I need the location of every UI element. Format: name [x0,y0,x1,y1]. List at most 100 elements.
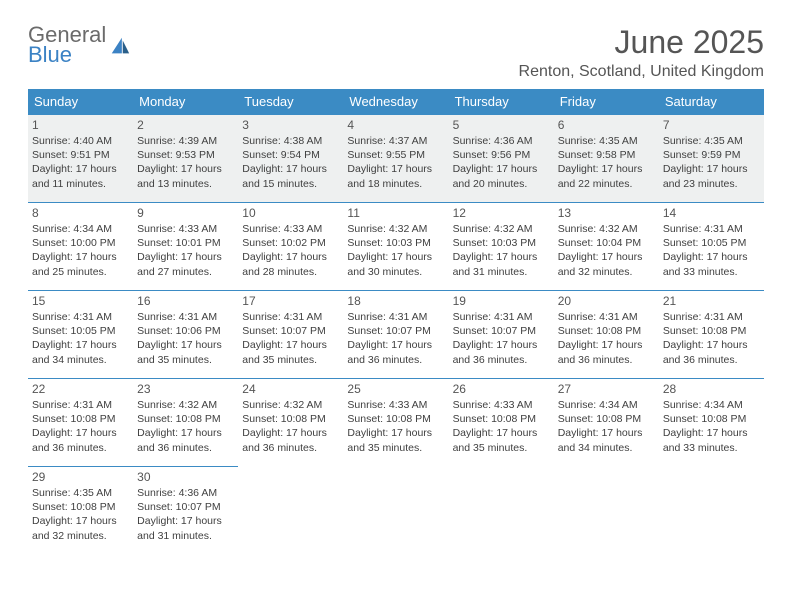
day-number: 29 [32,470,129,484]
day-header: Thursday [449,89,554,115]
day-number: 16 [137,294,234,308]
calendar-day: 20Sunrise: 4:31 AMSunset: 10:08 PMDaylig… [554,291,659,379]
calendar-day: 1 Sunrise: 4:40 AMSunset: 9:51 PMDaylight… [28,115,133,203]
calendar-day: 6Sunrise: 4:35 AMSunset: 9:58 PMDaylight… [554,115,659,203]
day-info: Sunrise: 4:31 AMSunset: 10:05 PMDaylight… [663,222,760,279]
calendar-body: 1 Sunrise: 4:40 AMSunset: 9:51 PMDaylight… [28,115,764,555]
day-header: Wednesday [343,89,448,115]
day-info: Sunrise: 4:34 AMSunset: 10:08 PMDaylight… [663,398,760,455]
day-info: Sunrise: 4:32 AMSunset: 10:08 PMDaylight… [242,398,339,455]
calendar-day: 15 Sunrise: 4:31 AMSunset: 10:05 PMDaylig… [28,291,133,379]
day-number: 17 [242,294,339,308]
day-header: Saturday [659,89,764,115]
calendar-day: 18Sunrise: 4:31 AMSunset: 10:07 PMDaylig… [343,291,448,379]
day-header: Monday [133,89,238,115]
calendar-day: 27 Sunrise: 4:34 AMSunset: 10:08 PMDaylig… [554,379,659,467]
calendar-week: 1 Sunrise: 4:40 AMSunset: 9:51 PMDaylight… [28,115,764,203]
header: General Blue June 2025 Renton, Scotland,… [28,24,764,81]
day-info: Sunrise: 4:31 AMSunset: 10:07 PMDaylight… [242,310,339,367]
day-info: Sunrise: 4:40 AMSunset: 9:51 PMDaylight:… [32,134,129,191]
title-block: June 2025 Renton, Scotland, United Kingd… [519,24,764,81]
logo-line2: Blue [28,44,106,66]
calendar-day: 25 Sunrise: 4:33 AMSunset: 10:08 PMDaylig… [343,379,448,467]
day-number: 15 [32,294,129,308]
day-number: 28 [663,382,760,396]
day-header: Tuesday [238,89,343,115]
calendar-week: 8 Sunrise: 4:34 AMSunset: 10:00 PMDayligh… [28,203,764,291]
day-number: 30 [137,470,234,484]
day-info: Sunrise: 4:35 AMSunset: 9:59 PMDaylight:… [663,134,760,191]
sail-icon [109,35,131,57]
day-number: 20 [558,294,655,308]
day-number: 14 [663,206,760,220]
day-info: Sunrise: 4:33 AMSunset: 10:01 PMDaylight… [137,222,234,279]
day-info: Sunrise: 4:34 AMSunset: 10:00 PMDaylight… [32,222,129,279]
day-number: 9 [137,206,234,220]
day-number: 2 [137,118,234,132]
day-info: Sunrise: 4:32 AMSunset: 10:03 PMDaylight… [453,222,550,279]
day-info: Sunrise: 4:31 AMSunset: 10:08 PMDaylight… [663,310,760,367]
calendar-day: 5 Sunrise: 4:36 AMSunset: 9:56 PMDaylight… [449,115,554,203]
day-number: 3 [242,118,339,132]
day-number: 26 [453,382,550,396]
month-title: June 2025 [519,24,764,61]
day-number: 19 [453,294,550,308]
calendar-day: 12 Sunrise: 4:32 AMSunset: 10:03 PMDaylig… [449,203,554,291]
day-number: 21 [663,294,760,308]
calendar-day: 10Sunrise: 4:33 AMSunset: 10:02 PMDaylig… [238,203,343,291]
day-info: Sunrise: 4:32 AMSunset: 10:04 PMDaylight… [558,222,655,279]
day-header: Friday [554,89,659,115]
calendar-day: 14 Sunrise: 4:31 AMSunset: 10:05 PMDaylig… [659,203,764,291]
day-number: 13 [558,206,655,220]
calendar-day: 3 Sunrise: 4:38 AMSunset: 9:54 PMDaylight… [238,115,343,203]
calendar-day: 7 Sunrise: 4:35 AMSunset: 9:59 PMDaylight… [659,115,764,203]
calendar-day: 4 Sunrise: 4:37 AMSunset: 9:55 PMDaylight… [343,115,448,203]
day-number: 1 [32,118,129,132]
day-number: 4 [347,118,444,132]
day-info: Sunrise: 4:31 AMSunset: 10:07 PMDaylight… [453,310,550,367]
calendar-day: 29Sunrise: 4:35 AMSunset: 10:08 PMDaylig… [28,467,133,555]
empty-cell [659,467,764,555]
calendar-day: 26Sunrise: 4:33 AMSunset: 10:08 PMDaylig… [449,379,554,467]
calendar-day: 22 Sunrise: 4:31 AMSunset: 10:08 PMDaylig… [28,379,133,467]
calendar-week: 22 Sunrise: 4:31 AMSunset: 10:08 PMDaylig… [28,379,764,467]
empty-cell [554,467,659,555]
day-info: Sunrise: 4:34 AMSunset: 10:08 PMDaylight… [558,398,655,455]
calendar-day: 30Sunrise: 4:36 AMSunset: 10:07 PMDaylig… [133,467,238,555]
day-info: Sunrise: 4:37 AMSunset: 9:55 PMDaylight:… [347,134,444,191]
empty-cell [238,467,343,555]
day-info: Sunrise: 4:35 AMSunset: 9:58 PMDaylight:… [558,134,655,191]
day-info: Sunrise: 4:31 AMSunset: 10:07 PMDaylight… [347,310,444,367]
day-number: 27 [558,382,655,396]
day-number: 23 [137,382,234,396]
day-header: Sunday [28,89,133,115]
calendar-week: 15 Sunrise: 4:31 AMSunset: 10:05 PMDaylig… [28,291,764,379]
calendar-day: 11 Sunrise: 4:32 AMSunset: 10:03 PMDaylig… [343,203,448,291]
day-number: 10 [242,206,339,220]
calendar-day: 8 Sunrise: 4:34 AMSunset: 10:00 PMDayligh… [28,203,133,291]
day-number: 12 [453,206,550,220]
day-number: 24 [242,382,339,396]
location: Renton, Scotland, United Kingdom [519,63,764,81]
day-info: Sunrise: 4:31 AMSunset: 10:08 PMDaylight… [32,398,129,455]
day-number: 25 [347,382,444,396]
day-info: Sunrise: 4:36 AMSunset: 9:56 PMDaylight:… [453,134,550,191]
calendar-table: SundayMondayTuesdayWednesdayThursdayFrid… [28,89,764,555]
logo-text: General Blue [28,24,106,66]
calendar-day: 19 Sunrise: 4:31 AMSunset: 10:07 PMDaylig… [449,291,554,379]
day-number: 8 [32,206,129,220]
day-number: 22 [32,382,129,396]
calendar-week: 29Sunrise: 4:35 AMSunset: 10:08 PMDaylig… [28,467,764,555]
calendar-day: 23Sunrise: 4:32 AMSunset: 10:08 PMDaylig… [133,379,238,467]
day-number: 5 [453,118,550,132]
day-number: 11 [347,206,444,220]
calendar-day: 28 Sunrise: 4:34 AMSunset: 10:08 PMDaylig… [659,379,764,467]
day-number: 7 [663,118,760,132]
empty-cell [343,467,448,555]
calendar-day: 2Sunrise: 4:39 AMSunset: 9:53 PMDaylight… [133,115,238,203]
day-info: Sunrise: 4:32 AMSunset: 10:03 PMDaylight… [347,222,444,279]
day-info: Sunrise: 4:38 AMSunset: 9:54 PMDaylight:… [242,134,339,191]
day-info: Sunrise: 4:33 AMSunset: 10:08 PMDaylight… [347,398,444,455]
calendar-day: 9 Sunrise: 4:33 AMSunset: 10:01 PMDayligh… [133,203,238,291]
day-info: Sunrise: 4:31 AMSunset: 10:05 PMDaylight… [32,310,129,367]
